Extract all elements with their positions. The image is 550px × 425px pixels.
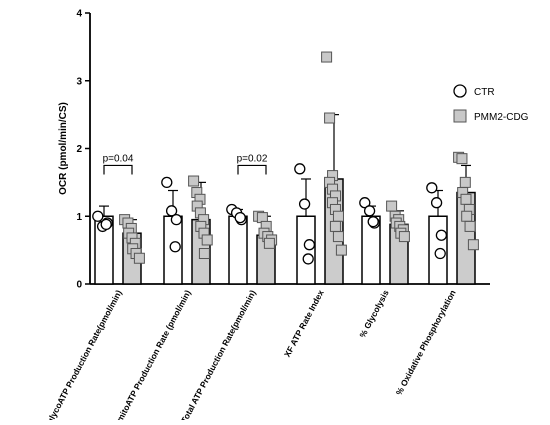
data-point-pmm2-cdg: [133, 252, 145, 264]
legend-marker-circle: [453, 84, 467, 98]
data-point-ctr: [367, 216, 379, 228]
legend-marker-square: [453, 109, 467, 123]
data-point-ctr: [170, 213, 183, 226]
data-point-ctr: [100, 218, 112, 231]
data-point-pmm2-cdg: [324, 112, 336, 124]
x-category-label: Total ATP Production Rate(pmol/min): [179, 288, 258, 420]
legend-label: PMM2-CDG: [474, 112, 529, 123]
data-point-ctr: [430, 197, 443, 209]
data-point-ctr: [426, 182, 438, 194]
x-category-label: % Oxidative Phosphorylation: [394, 288, 458, 397]
data-point-pmm2-cdg: [456, 153, 468, 165]
y-tick-label: 4: [76, 9, 82, 20]
data-point-pmm2-cdg: [335, 244, 347, 256]
data-point-ctr: [161, 176, 173, 189]
significance-label: p=0.04: [103, 153, 134, 164]
data-point-ctr: [298, 198, 311, 210]
data-point-pmm2-cdg: [467, 239, 479, 251]
data-point-ctr: [435, 229, 448, 241]
x-category-label: % Glycolysis: [357, 288, 391, 339]
data-point-pmm2-cdg: [464, 220, 476, 232]
data-point-pmm2-cdg: [321, 51, 333, 63]
legend-label: CTR: [474, 87, 495, 98]
y-tick-label: 0: [76, 280, 82, 291]
significance-bracket: [103, 164, 133, 175]
data-point-pmm2-cdg: [398, 231, 410, 243]
bar-ctr: [296, 215, 316, 285]
x-category-label: glycoATP Production Rate(pmol/min): [45, 288, 124, 420]
data-point-ctr: [234, 211, 246, 224]
data-point-ctr: [169, 241, 181, 253]
data-point-pmm2-cdg: [459, 176, 471, 188]
y-tick-label: 1: [76, 212, 82, 223]
bar-ctr: [228, 215, 248, 285]
y-tick-label: 2: [76, 144, 82, 155]
data-point-pmm2-cdg: [201, 234, 213, 246]
data-point-pmm2-cdg: [198, 248, 210, 260]
data-point-ctr: [303, 239, 316, 251]
data-point-pmm2-cdg: [329, 220, 341, 232]
data-point-ctr: [359, 197, 371, 209]
y-axis-label: OCR (pmol/min/CS): [58, 102, 69, 195]
data-point-ctr: [302, 253, 314, 265]
significance-bracket: [237, 164, 267, 175]
x-category-label: mitoATP Production Rate (pmol/min): [114, 288, 192, 420]
data-point-ctr: [434, 247, 446, 260]
data-point-ctr: [165, 205, 178, 217]
data-point-pmm2-cdg: [263, 237, 275, 249]
x-category-label: XF ATP Rate Index: [282, 288, 326, 359]
data-point-pmm2-cdg: [332, 210, 344, 222]
data-point-ctr: [294, 163, 306, 175]
y-tick-label: 3: [76, 76, 82, 87]
bar-ctr: [94, 215, 114, 285]
data-point-ctr: [92, 210, 104, 222]
data-point-pmm2-cdg: [188, 175, 200, 187]
significance-label: p=0.02: [237, 153, 268, 164]
data-point-pmm2-cdg: [461, 210, 473, 222]
data-point-ctr: [363, 205, 376, 217]
data-point-pmm2-cdg: [386, 200, 398, 212]
data-point-pmm2-cdg: [460, 193, 472, 205]
data-point-pmm2-cdg: [332, 231, 344, 243]
